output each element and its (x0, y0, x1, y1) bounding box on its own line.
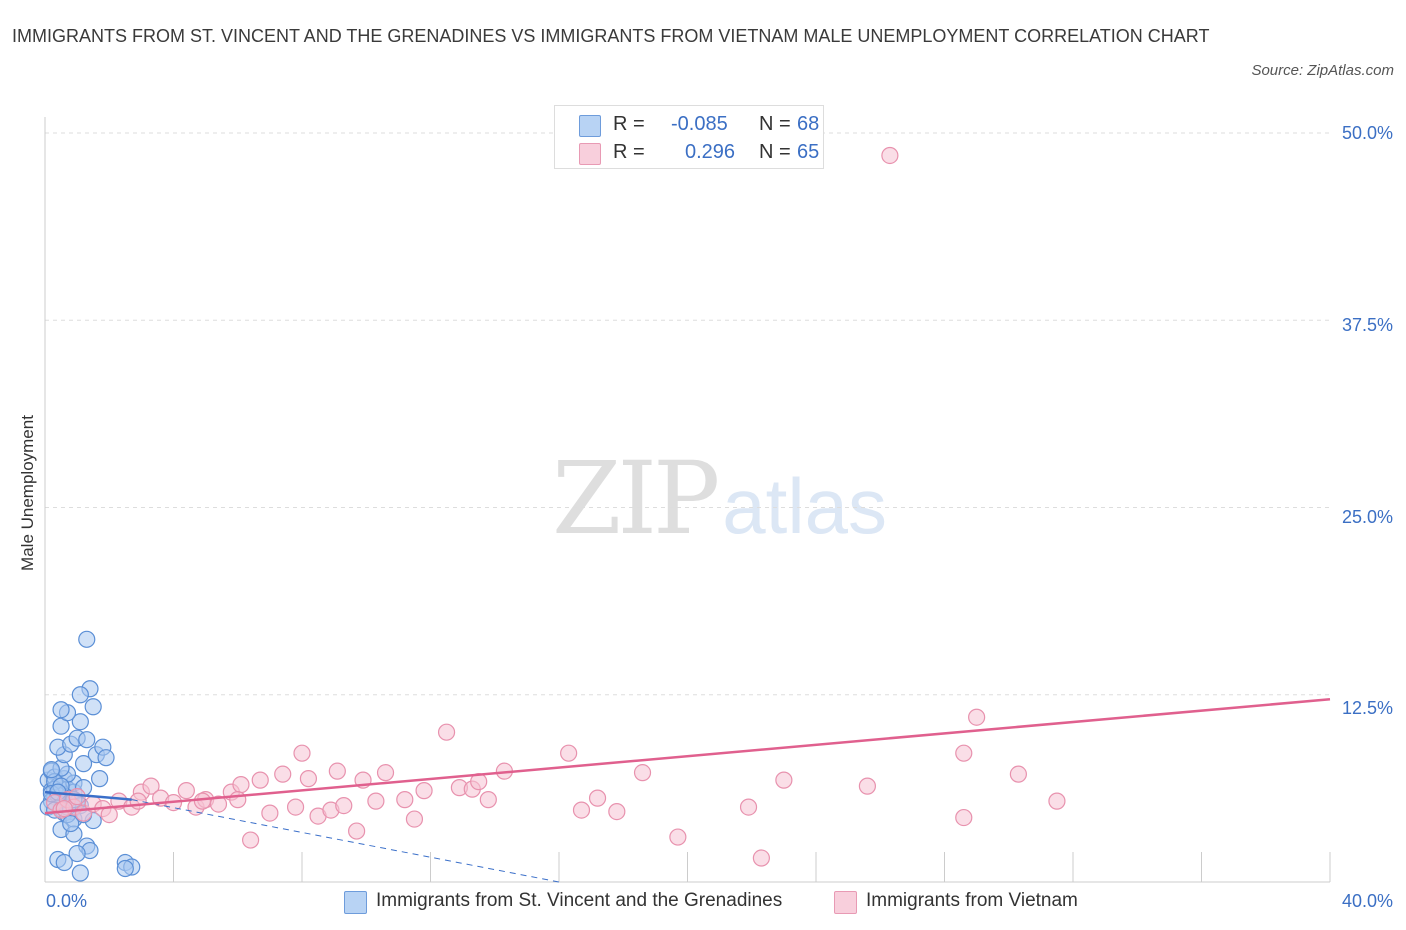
chart-title: IMMIGRANTS FROM ST. VINCENT AND THE GREN… (12, 26, 1210, 46)
point-vietnam (881, 146, 899, 165)
point-vietnam (328, 762, 346, 780)
point-vietnam (1009, 765, 1027, 783)
point-vietnam (261, 804, 279, 822)
correlation-legend: R = -0.085 N = 68 R = 0.296 N = 65 (554, 105, 824, 169)
point-st-vincent (84, 698, 102, 716)
n-value: 65 (797, 141, 820, 163)
point-vietnam (572, 801, 591, 819)
point-st-vincent (55, 853, 73, 872)
y-tick-label: 50.0% (1341, 123, 1393, 143)
point-vietnam (177, 782, 195, 800)
point-vietnam (588, 789, 607, 807)
legend-label: Immigrants from St. Vincent and the Gren… (376, 890, 783, 911)
y-tick-label: 37.5% (1341, 315, 1393, 335)
point-vietnam (968, 708, 986, 726)
point-st-vincent (42, 761, 61, 779)
series-legend: Immigrants from St. Vincent and the Gren… (0, 888, 1406, 918)
point-vietnam (142, 777, 160, 795)
y-tick-label: 25.0% (1341, 507, 1393, 527)
point-st-vincent (62, 814, 80, 833)
point-vietnam (479, 791, 497, 809)
point-st-vincent (52, 701, 70, 719)
point-vietnam (229, 791, 247, 809)
r-value: 0.296 (685, 141, 736, 163)
x-tick-label: 0.0% (46, 891, 88, 911)
n-value: 68 (797, 113, 820, 135)
point-vietnam (335, 797, 353, 815)
point-st-vincent (97, 749, 115, 767)
point-vietnam (193, 792, 212, 810)
point-vietnam (1048, 792, 1066, 810)
point-vietnam (274, 765, 292, 783)
source-credit: Source: ZipAtlas.com (1251, 62, 1394, 79)
point-vietnam (955, 808, 973, 827)
point-st-vincent (91, 770, 109, 788)
point-st-vincent (71, 686, 89, 704)
point-vietnam (242, 831, 260, 849)
point-vietnam (669, 828, 687, 846)
point-vietnam (437, 723, 456, 741)
point-vietnam (560, 744, 578, 762)
point-vietnam (955, 744, 973, 762)
point-vietnam (858, 777, 877, 795)
point-vietnam (633, 764, 652, 782)
point-vietnam (251, 771, 269, 789)
point-vietnam (752, 849, 770, 867)
point-vietnam (232, 776, 250, 794)
trend-line-vietnam (44, 697, 1331, 815)
point-vietnam (129, 792, 147, 810)
r-label: R = (613, 141, 645, 163)
watermark: ZIPatlas (552, 440, 887, 557)
legend-label: Immigrants from Vietnam (866, 890, 1078, 911)
point-st-vincent (78, 731, 96, 749)
point-vietnam (299, 770, 318, 788)
r-label: R = (613, 113, 645, 135)
point-vietnam (348, 822, 366, 840)
y-axis-label: Male Unemployment (18, 415, 37, 571)
x-tick-label: 40.0% (1341, 891, 1393, 911)
r-value: -0.085 (671, 113, 728, 135)
point-st-vincent (116, 859, 134, 878)
blue-swatch (344, 891, 367, 914)
watermark-atlas: atlas (722, 462, 888, 550)
point-vietnam (608, 802, 626, 821)
point-vietnam (293, 744, 311, 762)
point-st-vincent (74, 755, 93, 773)
trend-line-st-vincent (44, 790, 132, 801)
point-st-vincent (71, 713, 89, 731)
point-st-vincent (71, 864, 89, 882)
point-vietnam (405, 810, 424, 828)
point-vietnam (209, 795, 228, 813)
blue-swatch (579, 115, 601, 137)
pink-swatch (579, 143, 601, 165)
n-label: N = (759, 141, 791, 163)
point-vietnam (396, 791, 414, 809)
y-tick-label: 12.5% (1341, 698, 1393, 718)
point-vietnam (376, 764, 395, 782)
point-vietnam (775, 771, 793, 789)
point-vietnam (415, 782, 433, 800)
point-vietnam (739, 798, 758, 816)
watermark-zip: ZIP (552, 440, 720, 557)
point-vietnam (55, 799, 73, 818)
n-label: N = (759, 113, 791, 135)
point-st-vincent (68, 844, 86, 863)
point-st-vincent (78, 630, 96, 648)
point-vietnam (367, 792, 385, 810)
point-vietnam (286, 798, 305, 816)
pink-swatch (834, 891, 857, 914)
